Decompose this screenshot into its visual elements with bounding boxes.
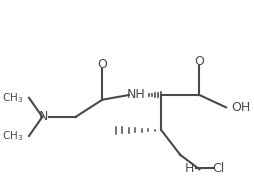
Text: OH: OH — [232, 101, 251, 114]
Text: CH$_3$: CH$_3$ — [2, 129, 23, 143]
Text: N: N — [39, 110, 48, 123]
Text: H: H — [185, 162, 195, 175]
Text: NH: NH — [127, 88, 146, 101]
Text: O: O — [195, 55, 204, 68]
Text: Cl: Cl — [212, 162, 225, 175]
Text: O: O — [97, 58, 107, 71]
Text: CH$_3$: CH$_3$ — [2, 91, 23, 105]
